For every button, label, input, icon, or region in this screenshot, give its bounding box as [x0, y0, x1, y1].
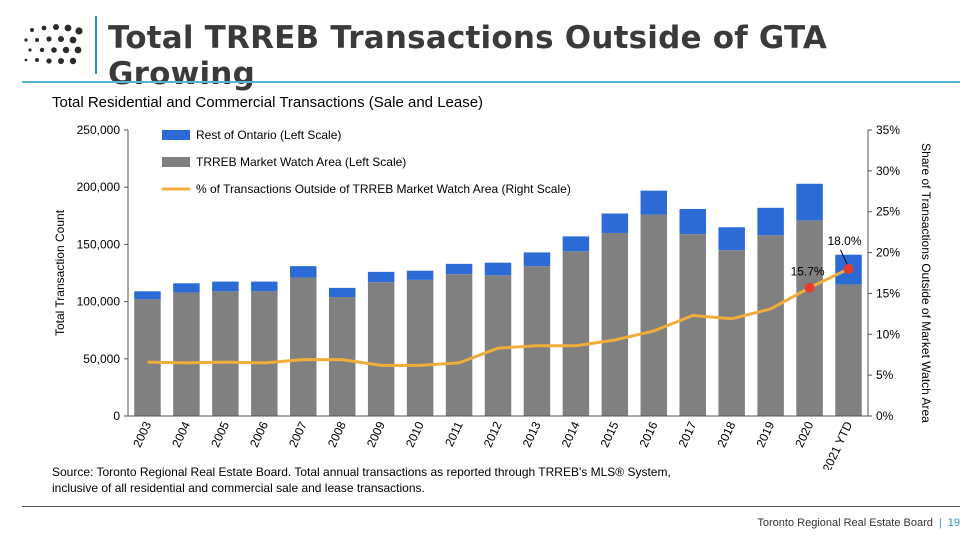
chart-title: Total Residential and Commercial Transac…: [52, 94, 484, 111]
annotation-marker: [843, 263, 854, 274]
annotation-label: 18.0%: [828, 234, 862, 248]
bar-rest-of-ontario: [212, 281, 239, 292]
page-title: Total TRREB Transactions Outside of GTA …: [108, 20, 828, 92]
bar-market-watch: [640, 214, 668, 416]
title-underline: [22, 81, 960, 83]
x-tick-label: 2010: [403, 419, 427, 449]
y-tick-label-left: 50,000: [83, 352, 120, 366]
y-tick-label-right: 30%: [876, 164, 900, 178]
bar-rest-of-ontario: [718, 227, 745, 251]
x-tick-label: 2007: [286, 419, 310, 449]
legend-swatch-rest-of-ontario: [162, 130, 190, 140]
bar-rest-of-ontario: [251, 281, 278, 292]
x-tick-label: 2021 YTD: [820, 419, 856, 470]
bar-rest-of-ontario: [445, 263, 473, 275]
bar-market-watch: [484, 275, 512, 416]
y-tick-label-left: 100,000: [77, 295, 121, 309]
x-tick-label: 2004: [169, 419, 193, 449]
bar-rest-of-ontario: [562, 236, 590, 252]
x-tick-label: 2015: [598, 419, 622, 449]
x-tick-label: 2003: [130, 419, 154, 449]
bar-market-watch: [718, 250, 745, 416]
bar-rest-of-ontario: [367, 271, 395, 283]
bar-market-watch: [251, 291, 278, 416]
y-tick-label-right: 5%: [876, 368, 894, 382]
bar-market-watch: [134, 299, 161, 416]
annotation-leader: [840, 249, 848, 266]
y-axis-title-right: Share of Transactions Outside of Market …: [919, 143, 933, 423]
bar-rest-of-ontario: [757, 207, 784, 236]
y-tick-label-left: 200,000: [77, 180, 121, 194]
trreb-logo: [24, 24, 83, 65]
x-tick-label: 2020: [792, 419, 816, 449]
y-tick-label-left: 0: [113, 409, 120, 423]
bar-market-watch: [796, 220, 823, 416]
bar-market-watch: [679, 234, 706, 416]
bar-rest-of-ontario: [601, 213, 629, 233]
bar-market-watch: [757, 235, 784, 416]
y-axis-title-left: Total Transaction Count: [53, 209, 67, 336]
y-tick-label-left: 250,000: [77, 123, 121, 137]
page-number: 19: [947, 517, 960, 529]
bar-market-watch: [367, 282, 395, 416]
legend-label-market-watch: TRREB Market Watch Area (Left Scale): [196, 155, 406, 169]
x-tick-label: 2017: [675, 419, 699, 449]
x-tick-label: 2008: [325, 419, 349, 449]
y-tick-label-right: 10%: [876, 327, 900, 341]
bar-rest-of-ontario: [134, 291, 161, 300]
x-tick-label: 2016: [637, 419, 661, 449]
x-tick-label: 2018: [714, 419, 738, 449]
x-tick-label: 2011: [442, 419, 466, 449]
bar-market-watch: [212, 291, 239, 416]
share-line: [147, 267, 850, 367]
x-tick-label: 2013: [520, 419, 544, 449]
bar-market-watch: [523, 266, 551, 416]
bar-market-watch: [562, 251, 590, 416]
bar-market-watch: [290, 277, 317, 416]
x-tick-label: 2014: [559, 419, 583, 449]
annotation-label: 15.7%: [791, 265, 825, 279]
x-tick-label: 2005: [208, 419, 232, 449]
legend-label-rest-of-ontario: Rest of Ontario (Left Scale): [196, 128, 341, 142]
footer-separator: |: [938, 517, 942, 529]
bar-rest-of-ontario: [484, 262, 512, 276]
x-tick-label: 2019: [753, 419, 777, 449]
transactions-chart: 0 50,000 100,000 150,000 200,000 250,000 0% 5% 1…: [53, 123, 933, 470]
x-tick-label: 2009: [364, 419, 388, 449]
bar-rest-of-ontario: [679, 208, 706, 235]
bar-market-watch: [406, 279, 434, 416]
source-note: Source: Toronto Regional Real Estate Boa…: [52, 464, 772, 496]
bar-rest-of-ontario: [290, 266, 317, 278]
source-line-2: inclusive of all residential and commerc…: [52, 481, 425, 495]
bar-market-watch: [328, 297, 356, 416]
footer: Toronto Regional Real Estate Board | 19: [757, 517, 960, 529]
x-tick-label: 2012: [481, 419, 505, 449]
y-tick-label-right: 35%: [876, 123, 900, 137]
bar-rest-of-ontario: [406, 270, 434, 280]
y-tick-label-right: 25%: [876, 205, 900, 219]
y-tick-label-right: 0%: [876, 409, 894, 423]
bar-rest-of-ontario: [796, 183, 823, 221]
footer-divider: [22, 506, 960, 507]
bar-market-watch: [835, 284, 862, 416]
y-tick-label-right: 15%: [876, 286, 900, 300]
bar-rest-of-ontario: [173, 283, 200, 293]
title-divider: [95, 16, 97, 74]
legend-label-share-line: % of Transactions Outside of TRREB Marke…: [196, 182, 571, 196]
y-tick-label-right: 20%: [876, 246, 900, 260]
bar-rest-of-ontario: [328, 287, 356, 298]
footer-org: Toronto Regional Real Estate Board: [757, 517, 933, 529]
bar-market-watch: [173, 292, 200, 416]
x-tick-label: 2006: [247, 419, 271, 449]
legend-swatch-market-watch: [162, 157, 190, 167]
bar-market-watch: [445, 274, 473, 416]
y-tick-label-left: 150,000: [77, 237, 121, 251]
bar-rest-of-ontario: [640, 190, 668, 215]
annotation-marker: [804, 282, 815, 293]
bar-rest-of-ontario: [523, 252, 551, 267]
bar-market-watch: [601, 232, 629, 416]
source-line-1: Source: Toronto Regional Real Estate Boa…: [52, 465, 671, 479]
